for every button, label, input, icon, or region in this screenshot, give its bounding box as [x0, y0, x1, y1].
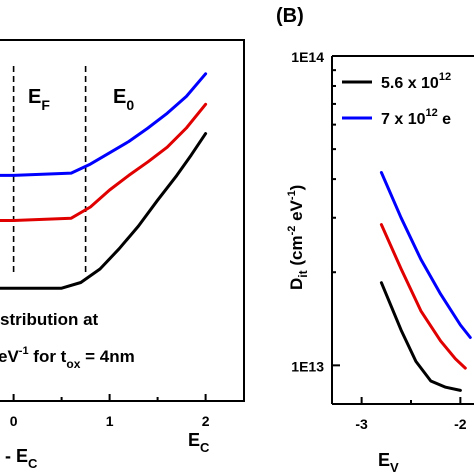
- panel-a-series: [0, 72, 208, 290]
- panel-b-series-line-1: [379, 223, 467, 370]
- panel-b-series: [379, 171, 472, 392]
- panel-a-x-tick-label-0: 0: [10, 413, 18, 429]
- panel-a-series-line-2: [0, 132, 208, 290]
- panel-a-x-tick-label-1: 1: [106, 413, 114, 429]
- panel-a-x-axis-title: E - EC: [0, 446, 38, 471]
- panel-b-y-tick-label-0: 1E14: [291, 49, 324, 65]
- energy-marker-lines: [12, 66, 87, 275]
- panel-b-x-tick-label-1: -2: [454, 416, 467, 432]
- ec-end-label: EC: [188, 430, 210, 455]
- panel-b-y-tick-label-1: 1E13: [291, 358, 324, 374]
- panel-a: 0 1 2 EF E0 stribution at eV-1 for tox = 4…: [0, 39, 245, 471]
- panel-b-x-axis-title: EV: [378, 450, 399, 474]
- panel-b-y-axis-title: Dit (cm-2 eV-1): [286, 185, 310, 290]
- annotation-line-2: eV-1 for tox = 4nm: [0, 345, 135, 371]
- ef-label: EF: [28, 86, 50, 113]
- panel-a-series-line-0: [0, 72, 208, 177]
- panel-b-series-line-0: [379, 171, 472, 339]
- panel-b: (B) 1E14 1E13 -3 -2 Dit (cm-2 eV-1) EV 5.6 …: [276, 5, 474, 474]
- panel-a-series-line-1: [0, 102, 208, 222]
- legend: 5.6 x 1012 7 x 1012 e: [342, 71, 451, 128]
- annotation-line-1: stribution at: [0, 310, 99, 329]
- e0-label: E0: [113, 86, 134, 113]
- panel-a-axes: 0 1 2: [0, 39, 245, 429]
- panel-a-frame: [0, 39, 245, 402]
- panel-b-label: (B): [276, 5, 304, 27]
- panel-b-axes: 1E14 1E13 -3 -2: [291, 49, 474, 432]
- panel-b-series-line-2: [379, 281, 462, 392]
- legend-label-1: 5.6 x 1012: [381, 71, 451, 92]
- panel-b-x-tick-label-0: -3: [355, 416, 368, 432]
- panel-a-x-tick-label-2: 2: [202, 413, 210, 429]
- legend-label-2: 7 x 1012 e: [381, 107, 451, 128]
